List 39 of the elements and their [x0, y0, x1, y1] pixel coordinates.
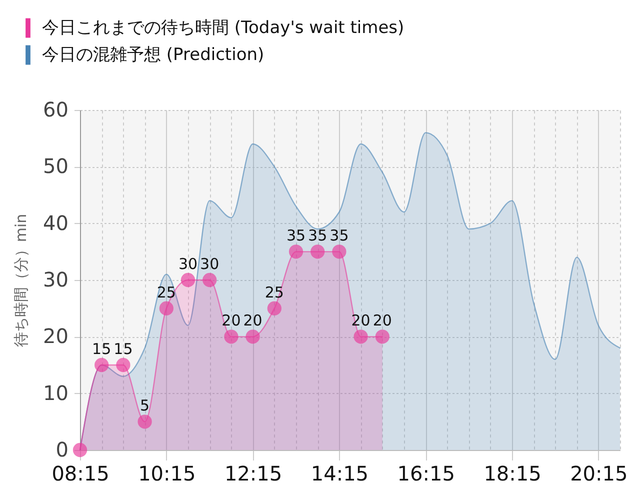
data-label: 5: [140, 396, 150, 415]
data-label: 20: [243, 312, 262, 330]
data-label: 35: [308, 226, 328, 245]
x-tick-label: 18:15: [484, 462, 542, 486]
point: [159, 301, 174, 316]
y-tick-label: 60: [43, 98, 68, 122]
data-label: 25: [156, 283, 176, 302]
y-tick-label: 30: [43, 268, 68, 292]
data-label: 25: [264, 283, 284, 302]
y-tick-label: 10: [43, 380, 68, 405]
data-label: 20: [372, 312, 392, 330]
data-label: 30: [178, 255, 198, 273]
data-label: 15: [92, 340, 112, 358]
legend-label: 今日これまでの待ち時間 (Today's wait times): [42, 18, 404, 38]
data-label: 20: [351, 312, 370, 330]
x-tick-label: 08:15: [52, 462, 110, 486]
point: [116, 358, 130, 372]
point: [138, 414, 152, 429]
point: [202, 272, 217, 288]
y-tick-label: 50: [43, 154, 68, 178]
data-label: 15: [114, 340, 133, 358]
x-tick-label: 12:15: [224, 462, 282, 486]
point: [246, 330, 260, 344]
x-tick-label: 20:15: [570, 462, 628, 486]
y-tick-label: 20: [43, 324, 68, 348]
point: [267, 301, 282, 316]
y-tick-label: 40: [43, 210, 68, 235]
data-label: 35: [286, 226, 306, 245]
x-tick-label: 16:15: [397, 462, 455, 486]
y-tick-label: 0: [56, 438, 68, 462]
data-label: 20: [222, 312, 241, 330]
legend-label: 今日の混雑予想 (Prediction): [42, 45, 264, 65]
x-tick-label: 10:15: [138, 462, 196, 486]
x-tick-label: 14:15: [310, 462, 369, 486]
data-label: 30: [200, 255, 220, 273]
point: [375, 330, 390, 344]
data-label: 35: [330, 226, 349, 245]
y-axis-title: 待ち時間（分）min: [12, 214, 30, 348]
point: [332, 244, 346, 259]
